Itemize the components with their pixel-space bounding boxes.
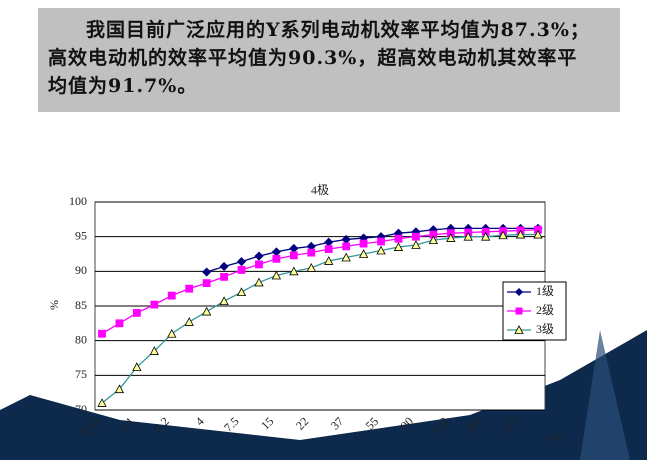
marker — [481, 231, 491, 241]
marker — [201, 306, 212, 316]
x-tick-label: 4 — [193, 414, 207, 428]
text-box: 我国目前广泛应用的Y系列电动机效率平均值为87.3%； 高效电动机的效率平均值为… — [38, 8, 620, 112]
legend-label: 2级 — [536, 303, 554, 317]
marker — [114, 384, 125, 394]
marker — [271, 270, 282, 280]
marker — [255, 260, 263, 269]
y-tick-label: 85 — [75, 298, 87, 312]
marker — [306, 263, 316, 272]
y-tick-label: 100 — [69, 194, 87, 208]
marker — [498, 230, 508, 240]
marker — [324, 256, 334, 265]
marker — [533, 229, 543, 239]
marker — [132, 309, 141, 317]
y-tick-label: 75 — [75, 367, 87, 381]
text-line: 均值为91.7%。 — [48, 75, 198, 97]
marker — [219, 296, 229, 306]
marker — [115, 319, 124, 328]
marker — [377, 237, 385, 246]
text-line: 我国目前广泛应用的Y系列电动机效率平均值为87.3%； — [86, 19, 590, 41]
marker — [428, 235, 439, 245]
tree-decoration — [580, 330, 630, 460]
marker — [289, 266, 299, 276]
marker — [150, 300, 159, 309]
marker — [167, 291, 176, 300]
x-tick-label: 15 — [258, 414, 276, 432]
marker — [342, 242, 351, 251]
marker — [236, 257, 247, 267]
y-axis-label: % — [47, 300, 61, 310]
y-tick-label: 80 — [75, 332, 87, 346]
marker — [359, 239, 368, 248]
marker — [376, 245, 386, 255]
chart-title: 4极 — [311, 183, 329, 197]
x-axis-label: kW — [546, 430, 564, 444]
marker — [393, 242, 404, 251]
marker — [254, 277, 264, 287]
legend-label: 3级 — [536, 322, 554, 336]
legend-marker — [514, 325, 524, 334]
marker — [341, 252, 351, 262]
marker — [254, 251, 264, 261]
marker — [132, 362, 142, 371]
marker — [202, 267, 212, 277]
marker — [446, 233, 456, 242]
marker — [358, 249, 369, 258]
marker — [515, 229, 526, 239]
marker — [289, 251, 298, 260]
marker — [97, 398, 107, 407]
marker — [463, 231, 473, 241]
background-decoration — [0, 330, 647, 460]
marker — [220, 272, 228, 281]
legend-marker — [515, 288, 523, 296]
marker — [307, 248, 316, 257]
marker — [185, 284, 194, 293]
x-tick-label: 37 — [328, 414, 346, 432]
marker — [98, 329, 106, 338]
marker — [411, 240, 421, 249]
y-tick-label: 90 — [75, 263, 87, 277]
marker — [236, 287, 247, 297]
marker — [394, 234, 403, 243]
marker — [184, 317, 194, 326]
marker — [324, 245, 333, 254]
text-line: 高效电动机的效率平均值为90.3%，超高效电动机其效率平 — [48, 47, 578, 69]
marker — [167, 328, 177, 338]
series-line — [101, 233, 538, 404]
marker — [272, 254, 281, 263]
y-tick-label: 70 — [75, 402, 87, 416]
marker — [412, 232, 420, 241]
marker — [202, 279, 211, 288]
legend-marker — [515, 307, 523, 315]
marker — [149, 346, 159, 355]
x-tick-label: 22 — [293, 414, 311, 432]
marker — [219, 261, 229, 272]
marker — [237, 266, 246, 274]
y-tick-label: 95 — [75, 228, 87, 242]
legend-label: 1级 — [536, 284, 554, 298]
